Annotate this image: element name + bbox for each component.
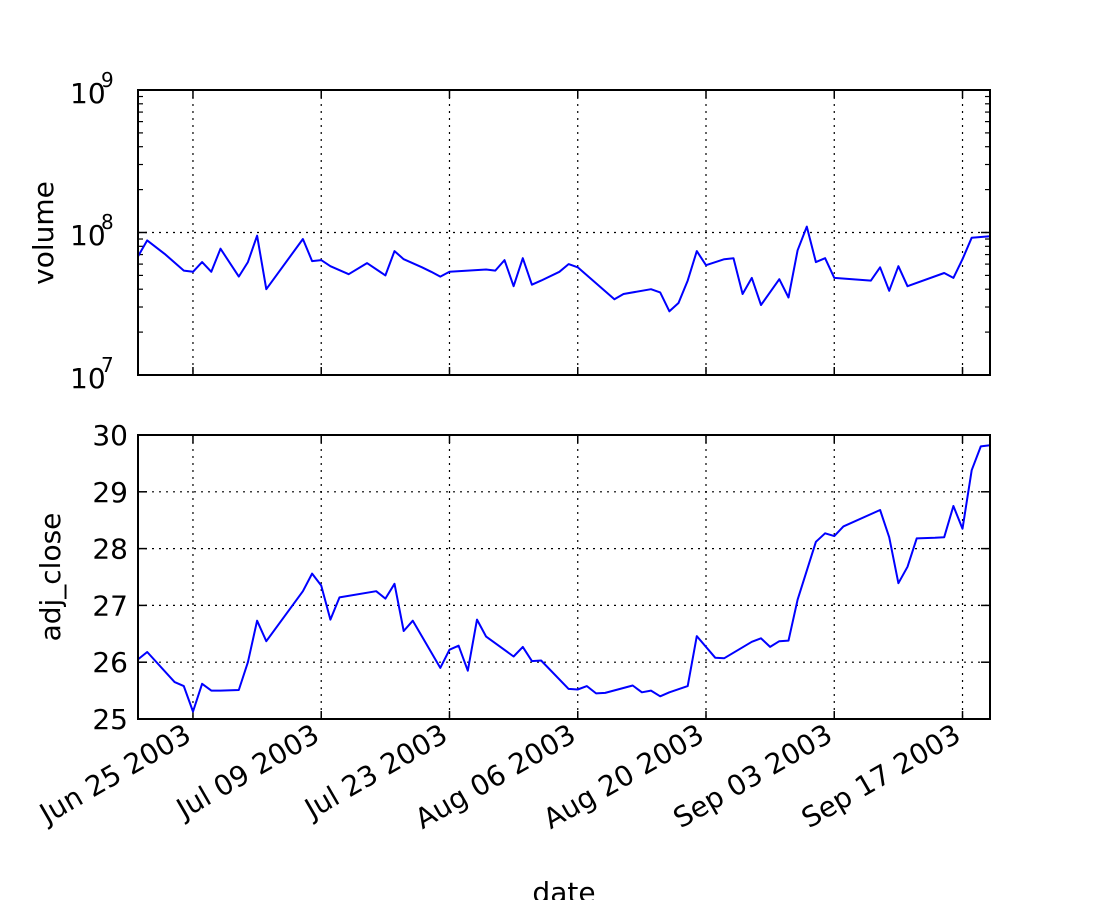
adj-close-ytick-label: 29	[92, 476, 128, 509]
adj-close-line	[137, 444, 991, 713]
volume-ytick-exp: 9	[101, 68, 114, 92]
volume-ytick-exp: 8	[101, 210, 114, 234]
volume-ytick-base: 10	[70, 362, 106, 395]
volume-ytick-base: 10	[70, 219, 106, 252]
volume-ytick-base: 10	[70, 77, 106, 110]
date-xtick-label: Jul 09 2003	[169, 717, 324, 826]
adj-close-axes-frame	[137, 434, 991, 720]
volume-axes-frame	[137, 89, 991, 376]
adj-close-ytick-labels: 25 26 27 28 29 30	[92, 419, 128, 736]
volume-ytick-label-top: 10 9	[70, 68, 114, 110]
adj-close-series	[137, 444, 991, 713]
adj-close-ytick-label: 28	[92, 533, 128, 566]
adj-close-ticks	[138, 434, 990, 720]
volume-series	[137, 225, 991, 313]
volume-panel: 10 7 10 8 10 9 volume	[27, 68, 991, 395]
volume-ytick-label-bottom: 10 7	[70, 353, 114, 395]
adj-close-plot-area	[138, 435, 990, 719]
adj-close-ytick-label: 27	[92, 589, 128, 622]
date-xlabel: date	[532, 876, 595, 900]
adj-close-ytick-label: 30	[92, 419, 128, 452]
volume-ylabel: volume	[27, 181, 60, 285]
volume-gridlines	[138, 90, 990, 375]
adj-close-ytick-label: 26	[92, 646, 128, 679]
volume-line	[137, 225, 991, 313]
adj-close-ylabel: adj_close	[34, 513, 67, 642]
adj-close-gridlines	[138, 435, 990, 719]
volume-ytick-label-middle: 10 8	[70, 210, 114, 252]
volume-ytick-exp: 7	[101, 353, 114, 377]
adj-close-ytick-label: 25	[92, 703, 128, 736]
